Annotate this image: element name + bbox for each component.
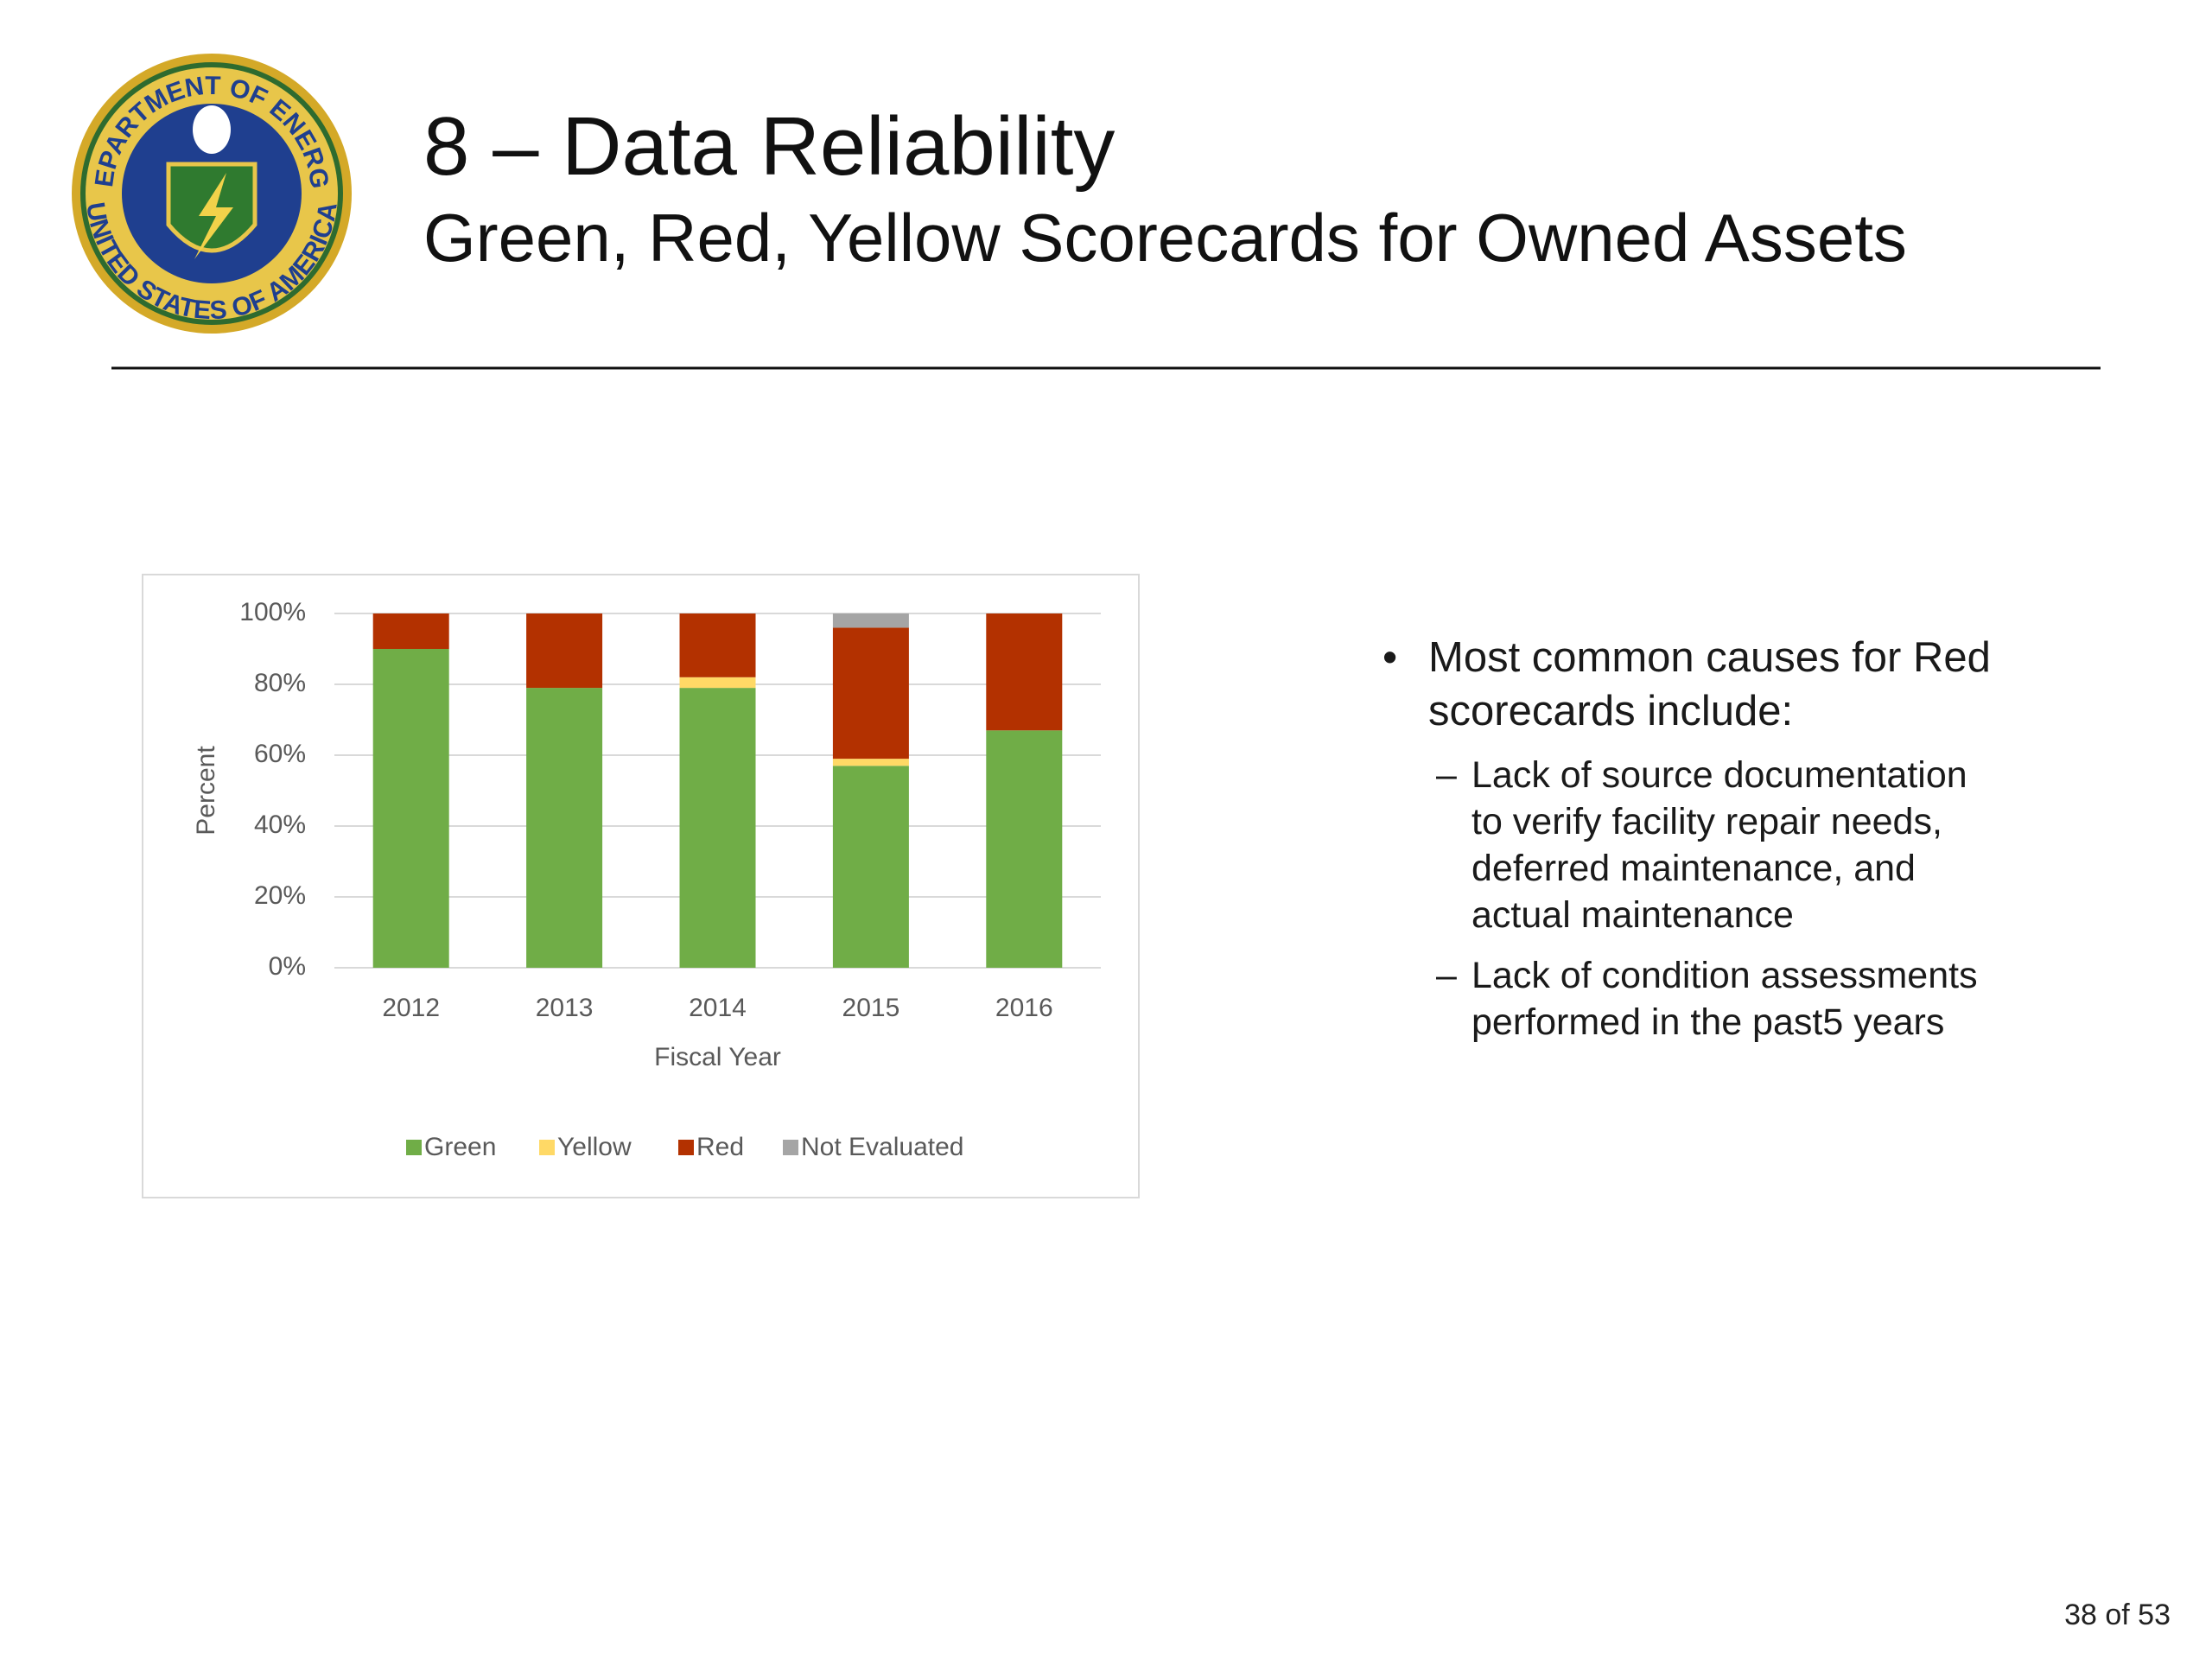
- bar-segment: [986, 730, 1063, 968]
- bar-segment: [832, 627, 909, 760]
- logo-bolt: [194, 173, 233, 259]
- x-tick-label: 2013: [536, 994, 594, 1022]
- x-tick-label: 2014: [689, 994, 747, 1022]
- y-tick-label: 60%: [254, 740, 306, 768]
- bar-segment: [526, 688, 603, 968]
- legend-swatch: [678, 1140, 694, 1155]
- sub-bullet: Lack of source documentation to verify f…: [1382, 752, 2007, 938]
- bar-segment: [679, 677, 756, 689]
- bar-segment: [679, 613, 756, 677]
- sub-bullet: Lack of condition assessments performed …: [1382, 952, 2007, 1046]
- bar-segment: [986, 613, 1063, 731]
- logo-eagle: [193, 105, 231, 154]
- y-tick-label: 20%: [254, 881, 306, 910]
- bar-segment: [832, 613, 909, 628]
- legend-label: Red: [696, 1133, 744, 1161]
- y-tick-label: 0%: [269, 952, 306, 981]
- bullet: Most common causes for Red scorecards in…: [1382, 631, 2033, 738]
- chart-frame: [142, 574, 1140, 1198]
- legend-swatch: [783, 1140, 798, 1155]
- slide-subtitle: Green, Red, Yellow Scorecards for Owned …: [423, 200, 1907, 276]
- slide-title: 8 – Data Reliability: [423, 100, 1115, 193]
- legend-swatch: [539, 1140, 555, 1155]
- legend-label: Not Evaluated: [801, 1133, 963, 1161]
- bar-segment: [372, 613, 449, 649]
- y-tick-label: 80%: [254, 669, 306, 697]
- bar-segment: [372, 649, 449, 968]
- legend-swatch: [406, 1140, 422, 1155]
- bar-segment: [832, 759, 909, 766]
- page-number: 38 of 53: [2064, 1599, 2171, 1631]
- logo: DEPARTMENT OF ENERGY UNITED STATES OF AM…: [0, 0, 352, 334]
- y-tick-label: 100%: [239, 598, 306, 626]
- x-axis-title: Fiscal Year: [654, 1043, 781, 1071]
- y-axis-title: Percent: [192, 746, 220, 836]
- legend-label: Green: [424, 1133, 496, 1161]
- bar-segment: [679, 688, 756, 968]
- chart: 0% 20% 40% 60% 80% 100% Percent Fiscal Year 2012…: [192, 598, 1101, 1161]
- bar-segment: [526, 613, 603, 689]
- x-tick-label: 2016: [995, 994, 1053, 1022]
- legend-label: Yellow: [557, 1133, 632, 1161]
- x-tick-label: 2015: [842, 994, 900, 1022]
- x-tick-label: 2012: [382, 994, 440, 1022]
- bar-segment: [832, 766, 909, 968]
- bullet-list: Most common causes for Red scorecards in…: [1382, 631, 2074, 1046]
- y-tick-label: 40%: [254, 810, 306, 839]
